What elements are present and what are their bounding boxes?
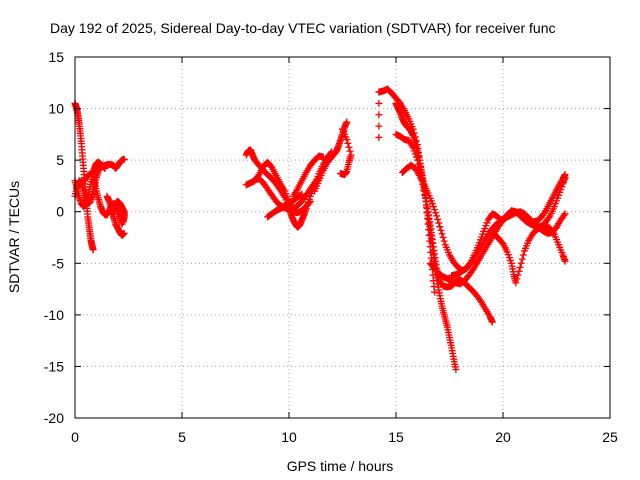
data-point	[306, 197, 314, 205]
data-point	[517, 259, 525, 267]
series-s15	[375, 85, 460, 374]
data-point	[410, 147, 418, 155]
data-point	[519, 251, 527, 259]
y-axis-label: SDTVAR / TECUs	[6, 181, 22, 293]
data-point	[516, 263, 524, 271]
data-point	[412, 153, 420, 161]
x-tick-label: 0	[71, 429, 79, 445]
y-tick-label: -10	[44, 307, 64, 323]
data-point	[545, 213, 553, 221]
data-point	[560, 211, 568, 219]
data-point	[561, 210, 569, 218]
data-point	[297, 191, 305, 199]
x-tick-label: 25	[602, 429, 618, 445]
series-s4	[75, 155, 128, 190]
data-point	[436, 223, 444, 231]
data-point	[346, 147, 354, 155]
data-point	[561, 257, 569, 265]
data-point	[432, 209, 440, 217]
series-s11	[264, 190, 306, 221]
y-tick-label: -5	[52, 255, 65, 271]
data-point	[120, 229, 128, 237]
data-point	[440, 237, 448, 245]
data-point	[413, 156, 421, 164]
series-s17	[392, 130, 439, 296]
data-point	[488, 318, 496, 326]
data-point	[433, 212, 441, 220]
data-point	[561, 171, 569, 179]
data-point	[515, 267, 523, 275]
series-s12	[289, 152, 327, 200]
series-s22	[531, 210, 569, 237]
data-point	[409, 144, 417, 152]
x-tick-label: 20	[495, 429, 511, 445]
data-point	[375, 111, 383, 119]
data-point	[452, 366, 460, 374]
y-tick-label: -15	[44, 358, 64, 374]
data-point	[414, 161, 422, 169]
data-point	[439, 234, 447, 241]
data-point	[119, 218, 127, 226]
data-point	[429, 203, 437, 211]
data-point	[339, 125, 346, 133]
data-point	[428, 199, 436, 207]
data-point	[120, 155, 128, 163]
plot-frame	[74, 56, 611, 419]
y-tick-label: 0	[56, 204, 64, 220]
series-s20	[448, 171, 569, 280]
data-points	[71, 85, 569, 374]
data-point	[514, 271, 522, 279]
data-point	[518, 255, 526, 263]
data-point	[375, 133, 383, 141]
y-tick-label: -20	[44, 410, 64, 426]
x-tick-label: 15	[388, 429, 404, 445]
data-point	[411, 150, 419, 158]
data-point	[437, 226, 445, 234]
data-point	[319, 153, 327, 161]
x-axis-label: GPS time / hours	[287, 458, 394, 474]
data-point	[89, 246, 97, 254]
chart-title: Day 192 of 2025, Sidereal Day-to-day VTE…	[50, 20, 556, 36]
data-point	[298, 190, 306, 198]
series-s14	[336, 125, 355, 179]
series-s7	[107, 197, 128, 226]
data-point	[345, 143, 353, 151]
data-point	[347, 151, 355, 159]
data-point	[344, 139, 352, 147]
series-s18	[398, 161, 513, 275]
data-point	[513, 275, 521, 283]
x-tick-label: 5	[178, 429, 186, 445]
x-tick-label: 10	[281, 429, 297, 445]
data-point	[375, 122, 383, 130]
data-point	[375, 99, 383, 107]
y-tick-label: 10	[48, 101, 64, 117]
series-s16	[392, 99, 496, 326]
data-point	[305, 199, 313, 207]
y-tick-label: 15	[48, 49, 64, 65]
series-s6	[103, 192, 128, 239]
grid-layer	[75, 57, 610, 418]
data-point	[434, 215, 442, 223]
data-point	[438, 230, 446, 238]
data-point	[512, 279, 520, 287]
data-point	[431, 206, 439, 214]
tick-layer: 0 5 10 15 20 25 -20 -15 -10 -5 0 5 10 15	[44, 49, 618, 445]
series-s21	[490, 222, 569, 287]
data-point	[541, 208, 549, 216]
data-point	[431, 288, 439, 296]
data-point	[343, 118, 351, 126]
data-point	[435, 219, 443, 227]
y-tick-label: 5	[56, 152, 64, 168]
